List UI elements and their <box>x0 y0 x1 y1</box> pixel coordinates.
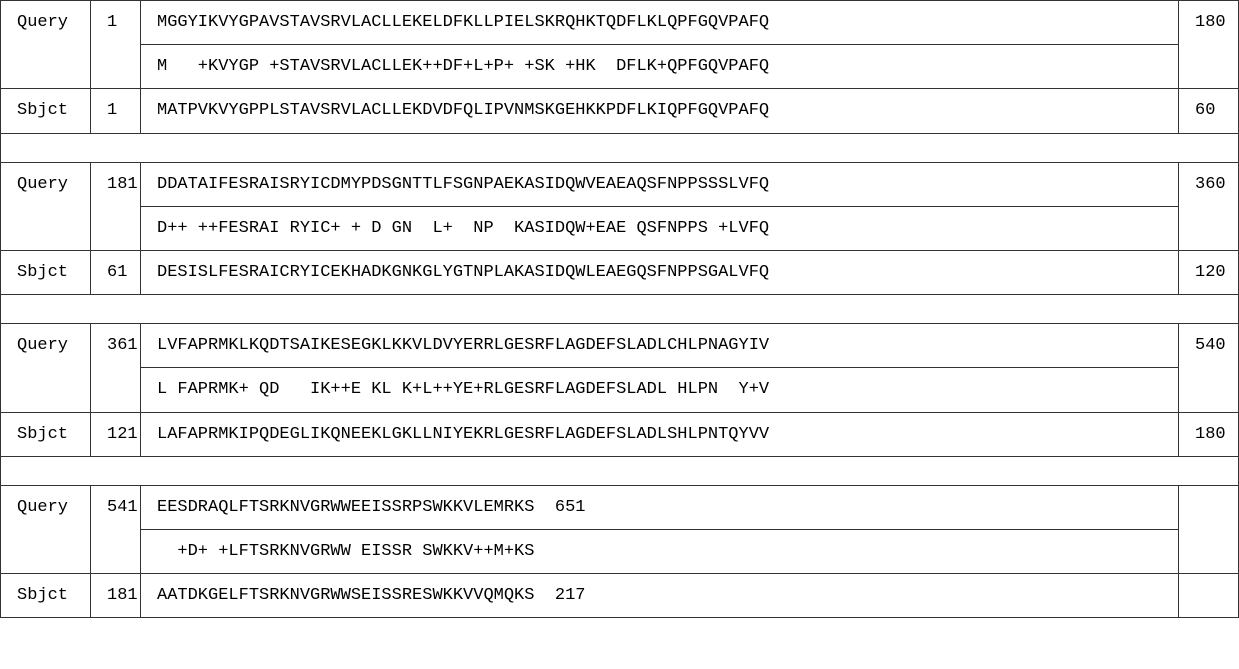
query-label: Query <box>1 324 91 412</box>
table-row: Sbjct 181 AATDKGELFTSRKNVGRWWSEISSRESWKK… <box>1 574 1239 618</box>
sbjct-seq: AATDKGELFTSRKNVGRWWSEISSRESWKKVVQMQKS <box>157 586 534 605</box>
table-row: Query 1 MGGYIKVYGPAVSTAVSRVLACLLEKELDFKL… <box>1 1 1239 45</box>
table-row: Query 541 EESDRAQLFTSRKNVGRWWEEISSRPSWKK… <box>1 485 1239 529</box>
table-row: Sbjct 121 LAFAPRMKIPQDEGLIKQNEEKLGKLLNIY… <box>1 412 1239 456</box>
midline-seq: D++ ++FESRAI RYIC+ + D GN L+ NP KASIDQW+… <box>141 206 1179 250</box>
query-end: 180 <box>1179 1 1239 89</box>
sbjct-label: Sbjct <box>1 89 91 133</box>
query-seq: DDATAIFESRAISRYICDMYPDSGNTTLFSGNPAEKASID… <box>141 162 1179 206</box>
query-label: Query <box>1 1 91 89</box>
blank-cell <box>1179 574 1239 618</box>
query-start: 181 <box>91 162 141 250</box>
sbjct-start: 1 <box>91 89 141 133</box>
table-row: Query 181 DDATAIFESRAISRYICDMYPDSGNTTLFS… <box>1 162 1239 206</box>
sequence-alignment-table: Query 1 MGGYIKVYGPAVSTAVSRVLACLLEKELDFKL… <box>0 0 1239 618</box>
query-seq: LVFAPRMKLKQDTSAIKESEGKLKKVLDVYERRLGESRFL… <box>141 324 1179 368</box>
sbjct-label: Sbjct <box>1 574 91 618</box>
sbjct-label: Sbjct <box>1 250 91 294</box>
table-row: L FAPRMK+ QD IK++E KL K+L++YE+RLGESRFLAG… <box>1 368 1239 412</box>
sbjct-start: 121 <box>91 412 141 456</box>
spacer-row <box>1 456 1239 485</box>
spacer-row <box>1 133 1239 162</box>
sbjct-end: 217 <box>555 586 586 605</box>
table-row: Sbjct 1 MATPVKVYGPPLSTAVSRVLACLLEKDVDFQL… <box>1 89 1239 133</box>
sbjct-label: Sbjct <box>1 412 91 456</box>
table-row: +D+ +LFTSRKNVGRWW EISSR SWKKV++M+KS <box>1 529 1239 573</box>
query-label: Query <box>1 162 91 250</box>
blank-cell <box>1179 485 1239 573</box>
query-start: 361 <box>91 324 141 412</box>
midline-seq: L FAPRMK+ QD IK++E KL K+L++YE+RLGESRFLAG… <box>141 368 1179 412</box>
query-label: Query <box>1 485 91 573</box>
query-seq: EESDRAQLFTSRKNVGRWWEEISSRPSWKKVLEMRKS <box>157 498 534 517</box>
sbjct-start: 181 <box>91 574 141 618</box>
spacer-row <box>1 295 1239 324</box>
table-row: M +KVYGP +STAVSRVLACLLEK++DF+L+P+ +SK +H… <box>1 45 1239 89</box>
sbjct-end: 60 <box>1179 89 1239 133</box>
midline-seq: +D+ +LFTSRKNVGRWW EISSR SWKKV++M+KS <box>141 529 1179 573</box>
sbjct-end: 180 <box>1179 412 1239 456</box>
query-start: 1 <box>91 1 141 89</box>
query-end: 651 <box>555 498 586 517</box>
sbjct-seq: MATPVKVYGPPLSTAVSRVLACLLEKDVDFQLIPVNMSKG… <box>141 89 1179 133</box>
sbjct-seq: LAFAPRMKIPQDEGLIKQNEEKLGKLLNIYEKRLGESRFL… <box>141 412 1179 456</box>
query-end: 540 <box>1179 324 1239 412</box>
query-seq: MGGYIKVYGPAVSTAVSRVLACLLEKELDFKLLPIELSKR… <box>141 1 1179 45</box>
sbjct-start: 61 <box>91 250 141 294</box>
table-row: Sbjct 61 DESISLFESRAICRYICEKHADKGNKGLYGT… <box>1 250 1239 294</box>
sbjct-seq: DESISLFESRAICRYICEKHADKGNKGLYGTNPLAKASID… <box>141 250 1179 294</box>
query-end: 360 <box>1179 162 1239 250</box>
query-start: 541 <box>91 485 141 573</box>
table-row: D++ ++FESRAI RYIC+ + D GN L+ NP KASIDQW+… <box>1 206 1239 250</box>
sbjct-end: 120 <box>1179 250 1239 294</box>
midline-seq: M +KVYGP +STAVSRVLACLLEK++DF+L+P+ +SK +H… <box>141 45 1179 89</box>
table-row: Query 361 LVFAPRMKLKQDTSAIKESEGKLKKVLDVY… <box>1 324 1239 368</box>
